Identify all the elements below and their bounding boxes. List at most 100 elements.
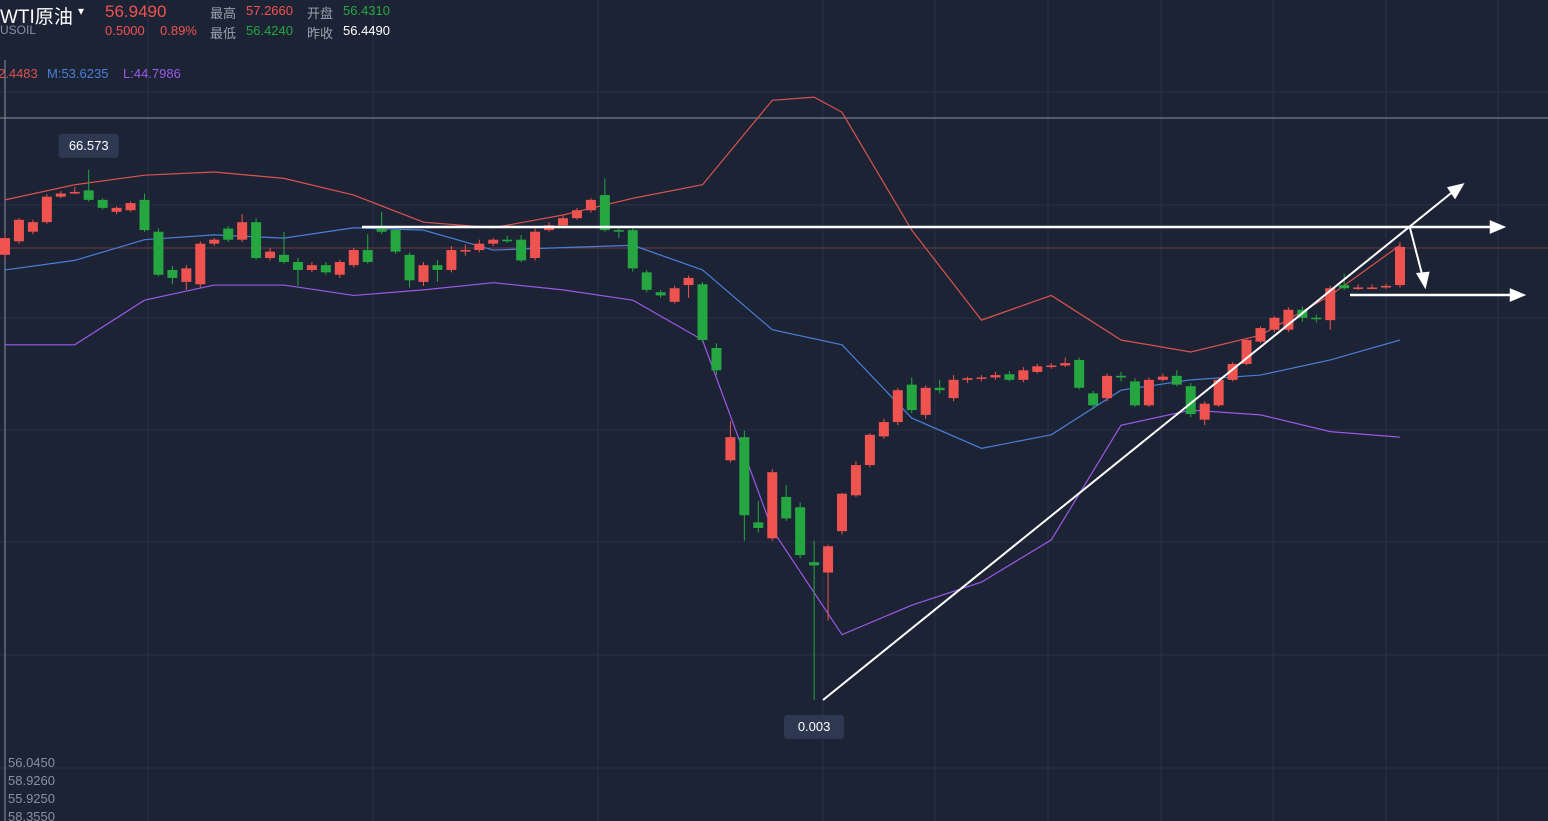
candle-body [837, 493, 847, 532]
candle-body [404, 254, 415, 281]
instrument-name[interactable]: WTI原油 [0, 7, 73, 28]
footer-value: 58.9260 [8, 773, 55, 788]
candle-body [599, 195, 610, 231]
candle-body [683, 277, 694, 286]
candle-body [864, 434, 875, 466]
candle-body [167, 269, 178, 278]
band-line [4, 96, 1401, 353]
candle-body [292, 261, 303, 270]
dropdown-arrow[interactable]: ▾ [78, 4, 85, 18]
annotation: 0.003 [798, 719, 831, 734]
high: 57.2660 [246, 3, 293, 18]
plot: 66.573 0.003 [0, 96, 1405, 739]
candle-body [850, 465, 861, 496]
candle-body [488, 239, 499, 244]
price: 56.9490 [105, 2, 167, 21]
high-label: 最高 [210, 6, 237, 21]
candle-body [585, 199, 596, 211]
candle-body [976, 377, 987, 379]
candle-body [251, 222, 262, 259]
candle-body [125, 203, 136, 211]
candle-body [753, 522, 764, 528]
annotation-box [784, 714, 845, 739]
candle-body [390, 230, 401, 252]
candle-body [892, 390, 903, 423]
symbol: USOIL [0, 23, 37, 37]
candle-body [1367, 287, 1378, 289]
upper-band-value: 2.4483 [0, 66, 38, 81]
candle-body [334, 261, 345, 275]
candle-body [376, 228, 387, 232]
candle-body [697, 284, 708, 341]
candle-body [1381, 285, 1392, 288]
candle-body [41, 196, 52, 223]
candle-body [446, 250, 457, 270]
candle-body [1199, 403, 1210, 420]
prev-label: 昨收 [307, 26, 334, 41]
candle-body [0, 238, 10, 255]
candle-body [669, 288, 680, 302]
candle-body [111, 207, 122, 212]
candle-body [739, 437, 750, 516]
footer-value: 55.9250 [8, 791, 55, 806]
change: 0.5000 [105, 23, 145, 38]
candle-body [1255, 328, 1266, 342]
candle-body [948, 379, 959, 399]
candle-body [781, 496, 792, 519]
candle-body [139, 199, 150, 231]
candle-body [362, 250, 373, 262]
candle-body [13, 219, 24, 242]
candle-body [641, 272, 652, 290]
candle-body [1046, 365, 1057, 368]
candle-body [627, 230, 638, 269]
candle-body [83, 190, 94, 200]
low: 56.4240 [246, 23, 293, 38]
candle-body [655, 292, 666, 296]
candle-body [1283, 309, 1294, 330]
candle-body [223, 228, 234, 240]
candle-body [1157, 376, 1168, 380]
candle-body [795, 507, 806, 556]
candle-body [1074, 359, 1085, 388]
candle-body [1227, 363, 1238, 380]
open: 56.4310 [343, 3, 390, 18]
candle-body [767, 472, 778, 539]
candle-body [418, 265, 429, 282]
prev: 56.4490 [343, 23, 390, 38]
candle-body [613, 230, 624, 232]
footer-value: 56.0450 [8, 755, 55, 770]
candle-body [809, 562, 820, 566]
candle-body [502, 239, 513, 242]
annotation: 66.573 [69, 138, 109, 153]
candle-body [1129, 381, 1140, 406]
candle-body [97, 199, 108, 208]
middle-band-value: M:53.6235 [47, 66, 109, 81]
candle-body [1102, 375, 1113, 399]
candle-body [460, 250, 471, 252]
candle-body [1395, 246, 1405, 286]
candle-body [55, 193, 66, 197]
candle-body [711, 347, 722, 371]
candle-body [209, 239, 220, 244]
candle-body [1185, 386, 1196, 415]
open-label: 开盘 [307, 6, 334, 21]
candle-body [432, 265, 443, 270]
candle-body [195, 243, 206, 285]
change-pct: 0.89% [160, 23, 197, 38]
candle-body [279, 254, 289, 262]
candle-body [27, 222, 38, 232]
candle-body [725, 437, 736, 461]
candle-body [920, 387, 931, 415]
candle-body [1171, 375, 1182, 385]
candle-body [990, 375, 1001, 378]
candle-body [530, 231, 541, 259]
candle-body [320, 265, 331, 273]
candle-body [906, 384, 917, 411]
candle-body [1004, 374, 1015, 380]
candle-body [1241, 340, 1252, 364]
candle-body [306, 265, 317, 270]
candle-body [265, 251, 276, 259]
